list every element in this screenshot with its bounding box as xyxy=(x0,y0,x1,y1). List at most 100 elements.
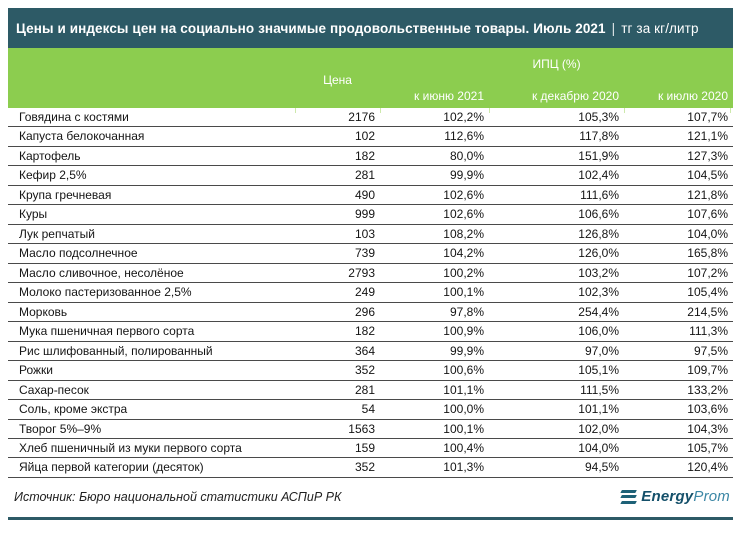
column-group-label: ИПЦ (%) xyxy=(532,57,581,71)
price-cell: 490 xyxy=(354,187,375,202)
product-name: Морковь xyxy=(19,304,68,319)
price-cell: 1563 xyxy=(348,421,375,436)
table-row: Масло сливочное, несолёное 2793 100,2% 103,… xyxy=(8,264,733,284)
table-row: Сахар-песок 281 101,1% 111,5% 133,2% xyxy=(8,381,733,401)
index-july-cell: 107,7% xyxy=(687,110,728,124)
index-june-cell: 97,8% xyxy=(449,304,484,319)
product-name: Масло подсолнечное xyxy=(19,246,138,261)
index-december-cell: 117,8% xyxy=(579,129,619,144)
index-december-cell: 102,4% xyxy=(578,168,619,183)
product-name: Рис шлифованный, полированный xyxy=(19,343,213,358)
index-july-cell: 105,7% xyxy=(687,440,728,455)
price-cell: 182 xyxy=(354,148,375,163)
price-cell: 999 xyxy=(354,207,375,222)
table-row: Кефир 2,5% 281 99,9% 102,4% 104,5% xyxy=(8,166,733,186)
index-december-cell: 104,0% xyxy=(578,440,619,455)
table-row: Лук репчатый 103 108,2% 126,8% 104,0% xyxy=(8,225,733,245)
index-july-cell: 103,6% xyxy=(687,402,728,417)
energyprom-wordmark: EnergyProm xyxy=(641,488,730,505)
column-tick xyxy=(295,108,296,113)
product-name: Сахар-песок xyxy=(19,382,89,397)
table-row: Рис шлифованный, полированный 364 99,9% 97,… xyxy=(8,342,733,362)
price-cell: 103 xyxy=(354,226,375,241)
index-june-cell: 100,4% xyxy=(443,440,484,455)
index-july-cell: 107,6% xyxy=(687,207,728,222)
product-name: Масло сливочное, несолёное xyxy=(19,265,184,280)
index-june-cell: 102,6% xyxy=(443,187,484,202)
index-december-cell: 254,4% xyxy=(578,304,619,319)
header-product-spacer xyxy=(8,48,295,108)
index-december-cell: 97,0% xyxy=(584,343,619,358)
product-name: Лук репчатый xyxy=(19,226,95,241)
column-header-to-june-2021: к июню 2021 xyxy=(414,89,484,103)
index-december-cell: 111,6% xyxy=(580,187,619,202)
infographic: Цены и индексы цен на социально значимые… xyxy=(8,8,733,520)
product-name: Говядина с костями xyxy=(19,110,129,124)
index-july-cell: 133,2% xyxy=(687,382,728,397)
title-bar: Цены и индексы цен на социально значимые… xyxy=(8,8,733,48)
index-july-cell: 97,5% xyxy=(693,343,728,358)
energyprom-bars-icon xyxy=(620,489,638,505)
price-cell: 296 xyxy=(354,304,375,319)
product-name: Куры xyxy=(19,207,48,222)
energyprom-logo: EnergyProm xyxy=(620,488,733,505)
subheader-row: к июню 2021 к декабрю 2020 к июлю 2020 xyxy=(380,89,733,103)
index-june-cell: 99,9% xyxy=(449,168,484,183)
title-unit: тг за кг/литр xyxy=(621,20,699,36)
price-cell: 249 xyxy=(354,285,375,300)
product-name: Яйца первой категории (десяток) xyxy=(19,460,204,475)
table-row: Рожки 352 100,6% 105,1% 109,7% xyxy=(8,361,733,381)
table-row: Яйца первой категории (десяток) 352 101,3%… xyxy=(8,458,733,478)
index-july-cell: 121,1% xyxy=(687,129,728,144)
index-december-cell: 103,2% xyxy=(578,265,619,280)
bottom-rule xyxy=(8,516,733,520)
index-december-cell: 102,0% xyxy=(578,421,619,436)
index-december-cell: 126,0% xyxy=(578,246,619,261)
index-june-cell: 100,9% xyxy=(443,324,484,339)
index-december-cell: 105,3% xyxy=(578,110,619,124)
product-name: Кефир 2,5% xyxy=(19,168,87,183)
index-july-cell: 121,8% xyxy=(687,187,728,202)
index-july-cell: 109,7% xyxy=(687,363,728,378)
table-body: Говядина с костями 2176 102,2% 105,3% 107,7%… xyxy=(8,108,733,478)
index-july-cell: 105,4% xyxy=(687,285,728,300)
source-note: Источник: Бюро национальной статистики А… xyxy=(14,489,342,504)
price-cell: 2793 xyxy=(348,265,375,280)
product-name: Капуста белокочанная xyxy=(19,129,145,144)
table-header: Цена ИПЦ (%) к июню 2021 к декабрю 2020 … xyxy=(8,48,733,108)
index-july-cell: 107,2% xyxy=(687,265,728,280)
index-june-cell: 100,1% xyxy=(443,285,484,300)
logo-bar xyxy=(620,489,638,494)
index-december-cell: 126,8% xyxy=(578,226,619,241)
title-separator: | xyxy=(611,20,616,36)
column-tick xyxy=(380,108,381,113)
index-december-cell: 111,5% xyxy=(580,382,619,397)
index-december-cell: 101,1% xyxy=(578,402,619,417)
index-june-cell: 99,9% xyxy=(449,343,484,358)
logo-text-light: Prom xyxy=(693,488,730,506)
table-row: Крупа гречневая 490 102,6% 111,6% 121,8% xyxy=(8,186,733,206)
page-title: Цены и индексы цен на социально значимые… xyxy=(16,21,699,36)
price-cell: 281 xyxy=(354,382,375,397)
index-june-cell: 100,6% xyxy=(443,363,484,378)
price-cell: 281 xyxy=(354,168,375,183)
price-cell: 352 xyxy=(354,363,375,378)
product-name: Творог 5%–9% xyxy=(19,421,102,436)
table-row: Творог 5%–9% 1563 100,1% 102,0% 104,3% xyxy=(8,420,733,439)
table-row: Говядина с костями 2176 102,2% 105,3% 107,7% xyxy=(8,108,733,128)
index-december-cell: 106,6% xyxy=(578,207,619,222)
logo-bar xyxy=(620,495,638,499)
product-name: Картофель xyxy=(19,148,81,163)
title-text: Цены и индексы цен на социально значимые… xyxy=(16,20,606,36)
product-name: Молоко пастеризованное 2,5% xyxy=(19,285,192,300)
index-december-cell: 102,3% xyxy=(578,285,619,300)
table-row: Куры 999 102,6% 106,6% 107,6% xyxy=(8,205,733,225)
column-tick xyxy=(489,108,490,113)
product-name: Крупа гречневая xyxy=(19,187,112,202)
price-cell: 102 xyxy=(354,129,375,144)
index-december-cell: 106,0% xyxy=(578,324,619,339)
index-july-cell: 165,8% xyxy=(687,246,728,261)
footer: Источник: Бюро национальной статистики А… xyxy=(8,478,733,516)
product-name: Мука пшеничная первого сорта xyxy=(19,324,195,339)
index-june-cell: 100,0% xyxy=(443,402,484,417)
